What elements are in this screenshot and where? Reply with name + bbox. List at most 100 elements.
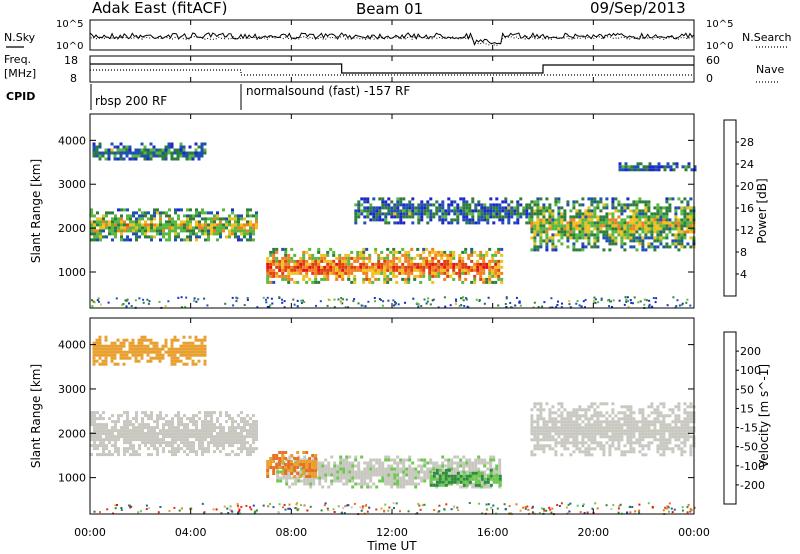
heatmap-cell <box>299 271 303 275</box>
heatmap-cell <box>165 220 168 224</box>
heatmap-cell <box>651 168 655 172</box>
heatmap-cell <box>578 450 582 454</box>
heatmap-cell <box>197 145 201 149</box>
heatmap-cell <box>143 157 147 161</box>
heatmap-cell <box>345 455 349 459</box>
heatmap-cell <box>545 227 549 231</box>
heatmap-cell <box>93 429 96 433</box>
heatmap-cell <box>374 300 376 303</box>
heatmap-cell <box>168 423 171 427</box>
heatmap-cell <box>536 414 540 418</box>
heatmap-cell <box>659 420 663 424</box>
heatmap-cell <box>555 306 558 308</box>
heatmap-cell <box>178 509 181 512</box>
heatmap-cell <box>491 268 495 272</box>
heatmap-cell <box>674 435 678 439</box>
heatmap-cell <box>428 271 432 275</box>
heatmap-cell <box>323 504 326 507</box>
heatmap-cell <box>659 438 663 442</box>
heatmap-cell <box>246 211 249 215</box>
heatmap-cell <box>408 458 412 462</box>
heatmap-cell <box>327 461 331 465</box>
heatmap-cell <box>441 461 445 465</box>
heatmap-cell <box>566 224 570 228</box>
nsearch-label: N.Search <box>742 31 792 44</box>
heatmap-cell <box>210 429 213 433</box>
heatmap-cell <box>252 432 255 436</box>
heatmap-cell <box>243 217 246 221</box>
heatmap-cell <box>281 460 285 463</box>
heatmap-cell <box>593 299 595 302</box>
heatmap-cell <box>605 224 609 228</box>
heatmap-cell <box>227 512 230 514</box>
heatmap-cell <box>149 338 153 342</box>
heatmap-cell <box>394 303 397 306</box>
heatmap-cell <box>91 305 94 308</box>
heatmap-cell <box>228 217 231 221</box>
heatmap-cell <box>411 209 415 213</box>
heatmap-cell <box>602 414 606 418</box>
heatmap-cell <box>189 450 192 454</box>
heatmap-cell <box>114 426 117 430</box>
heatmap-cell <box>183 426 186 430</box>
heatmap-cell <box>617 441 621 445</box>
y-tick-label: 3000 <box>58 383 86 396</box>
heatmap-cell <box>381 479 385 483</box>
heatmap-cell <box>519 197 523 201</box>
heatmap-cell <box>401 262 405 266</box>
heatmap-cell <box>284 265 288 269</box>
heatmap-cell <box>275 250 279 254</box>
heatmap-cell <box>132 438 135 442</box>
heatmap-cell <box>165 432 168 436</box>
heatmap-cell <box>347 262 351 266</box>
heatmap-cell <box>111 426 114 430</box>
heatmap-cell <box>384 200 388 204</box>
heatmap-cell <box>492 221 496 225</box>
heatmap-cell <box>192 429 195 433</box>
heatmap-cell <box>426 215 430 219</box>
heatmap-cell <box>99 441 102 445</box>
heatmap-cell <box>275 262 279 266</box>
heatmap-cell <box>443 250 447 254</box>
heatmap-cell <box>123 411 126 415</box>
heatmap-cell <box>449 253 453 257</box>
heatmap-cell <box>623 230 627 234</box>
heatmap-cell <box>122 356 126 360</box>
heatmap-cell <box>456 209 460 213</box>
heatmap-cell <box>110 341 114 345</box>
heatmap-cell <box>548 417 552 421</box>
heatmap-cell <box>336 476 340 480</box>
heatmap-cell <box>314 454 318 457</box>
heatmap-cell <box>686 230 690 234</box>
heatmap-cell <box>407 259 411 263</box>
heatmap-cell <box>120 214 123 218</box>
heatmap-cell <box>249 220 252 224</box>
heatmap-cell <box>368 280 372 284</box>
colorbar-tick-label: 4 <box>740 268 747 281</box>
heatmap-cell <box>578 441 582 445</box>
heatmap-cell <box>408 200 412 204</box>
heatmap-cell <box>626 408 630 412</box>
heatmap-cell <box>138 423 141 427</box>
heatmap-cell <box>170 145 174 149</box>
heatmap-cell <box>629 450 633 454</box>
heatmap-cell <box>460 304 463 307</box>
heatmap-cell <box>536 203 540 207</box>
heatmap-cell <box>294 479 298 483</box>
heatmap-cell <box>474 480 478 484</box>
heatmap-cell <box>465 464 469 468</box>
heatmap-cell <box>204 417 207 421</box>
heatmap-cell <box>498 467 502 471</box>
heatmap-cell <box>177 438 180 442</box>
heatmap-cell <box>624 168 628 172</box>
heatmap-cell <box>426 473 430 477</box>
heatmap-cell <box>121 303 124 306</box>
heatmap-cell <box>624 165 628 169</box>
heatmap-cell <box>420 215 424 219</box>
heatmap-cell <box>414 482 418 486</box>
heatmap-cell <box>153 208 156 212</box>
heatmap-cell <box>537 306 540 308</box>
heatmap-cell <box>396 206 400 210</box>
heatmap-cell <box>141 226 144 230</box>
heatmap-cell <box>363 476 367 480</box>
